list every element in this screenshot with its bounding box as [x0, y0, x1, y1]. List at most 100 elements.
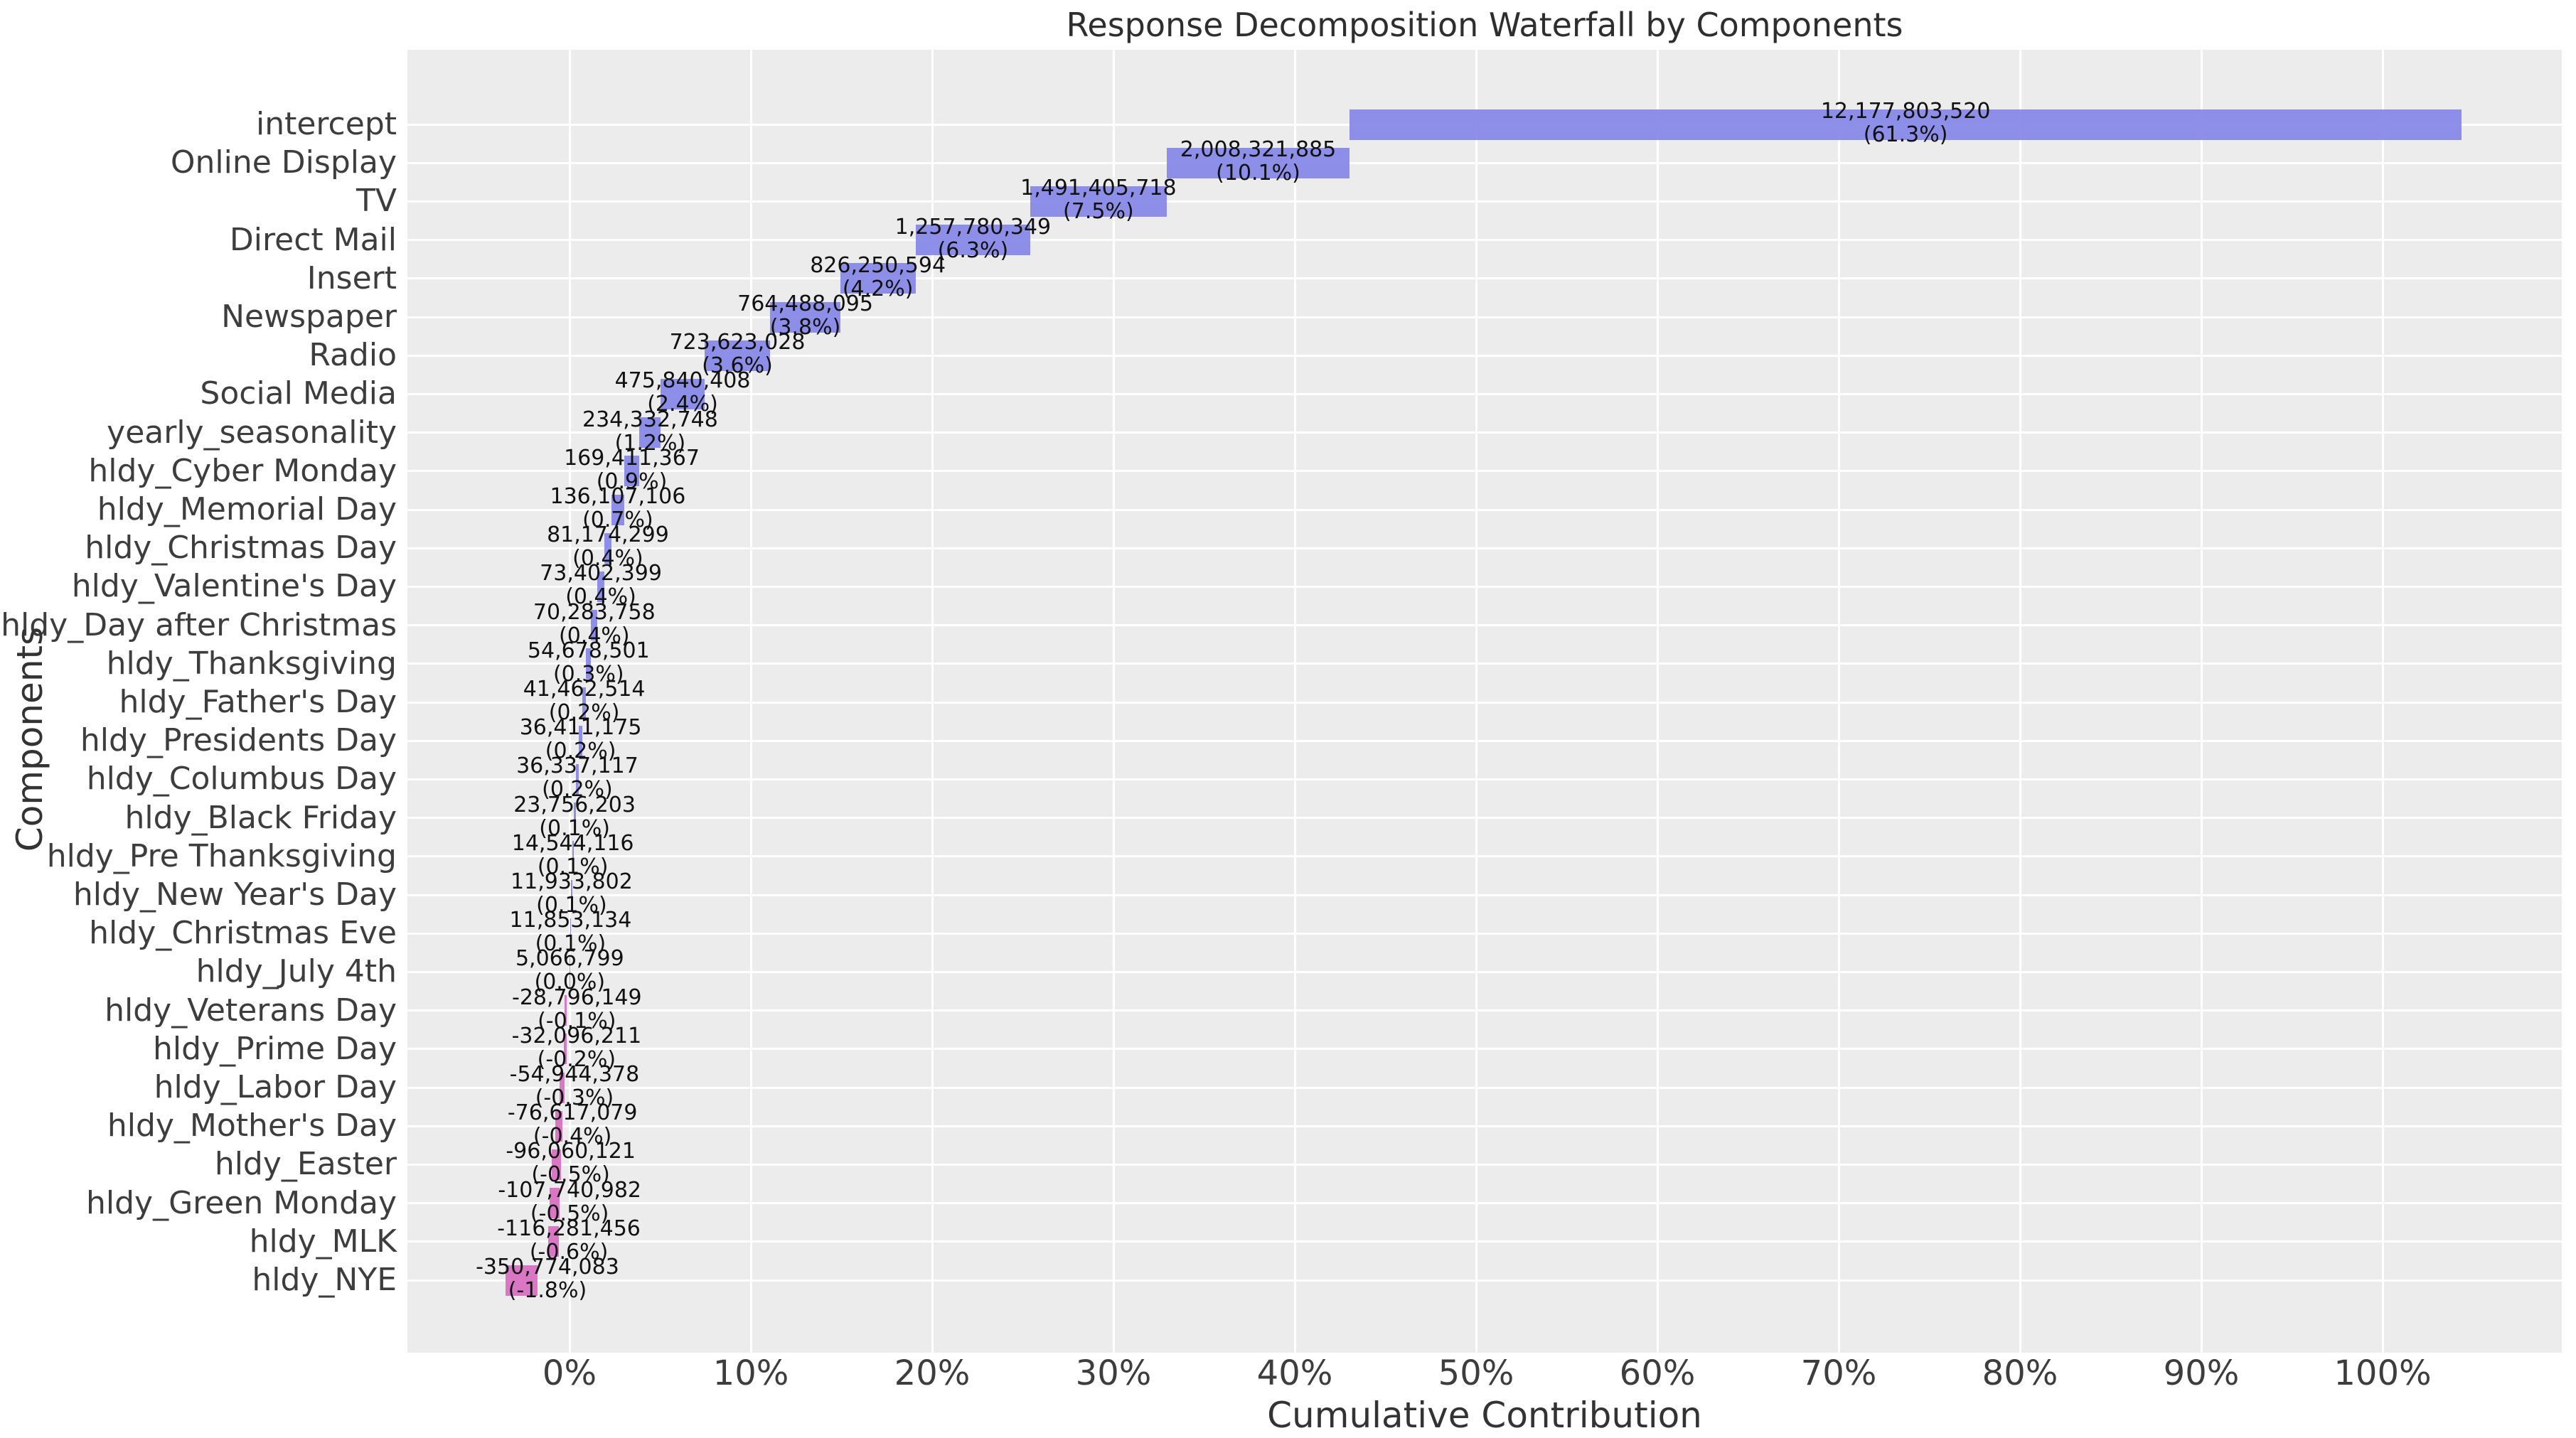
gridline-horizontal: [407, 508, 2562, 511]
bar-percent-text: (-0.3%): [535, 1085, 614, 1110]
bar-percent-text: (0.2%): [542, 777, 613, 803]
bar-value-label: 2,008,321,885 (10.1%): [1180, 138, 1336, 185]
gridline-horizontal: [407, 739, 2562, 742]
waterfall-bar: [704, 340, 771, 371]
bar-value-text: 23,756,203: [513, 792, 636, 817]
gridline-horizontal: [407, 970, 2562, 973]
y-tick-label: hldy_Black Friday: [124, 799, 397, 836]
x-tick-label: 50%: [1438, 1353, 1514, 1393]
waterfall-bar: [661, 378, 705, 409]
bar-value-text: 54,678,501: [527, 638, 650, 663]
bar-value-label: 764,488,095 (3.8%): [737, 292, 873, 339]
gridline-horizontal: [407, 817, 2562, 820]
y-tick-label: hldy_Mother's Day: [107, 1107, 397, 1144]
bar-value-text: 36,337,117: [516, 753, 638, 779]
bar-value-label: -107,740,982 (-0.5%): [498, 1179, 641, 1225]
bar-value-text: 81,174,299: [547, 522, 669, 548]
bar-percent-text: (7.5%): [1063, 199, 1134, 225]
bar-value-text: 475,840,408: [614, 368, 751, 394]
bar-value-label: -76,617,079 (-0.4%): [508, 1101, 638, 1148]
gridline-horizontal: [407, 1125, 2562, 1127]
gridline-horizontal: [407, 894, 2562, 896]
bar-value-label: -96,060,121 (-0.5%): [506, 1139, 636, 1186]
bar-value-label: 11,853,134 (0.1%): [510, 908, 632, 955]
bar-percent-text: (61.3%): [1863, 122, 1948, 147]
bar-value-label: 70,283,758 (0.4%): [533, 601, 656, 648]
chart-title: Response Decomposition Waterfall by Comp…: [1066, 6, 1903, 44]
bar-percent-text: (-0.5%): [530, 1201, 609, 1226]
x-axis-title: Cumulative Contribution: [1267, 1395, 1702, 1436]
bar-value-text: 169,411,367: [564, 445, 700, 471]
bar-value-text: -54,944,378: [509, 1062, 640, 1087]
bar-value-text: 70,283,758: [533, 599, 656, 625]
bar-percent-text: (-0.2%): [537, 1046, 616, 1072]
bar-value-text: 136,107,106: [550, 484, 686, 509]
bar-value-label: -54,944,378 (-0.3%): [510, 1063, 640, 1110]
bar-value-label: 723,623,028 (3.6%): [670, 331, 806, 377]
bar-percent-text: (-0.1%): [538, 1008, 616, 1034]
bar-value-text: -116,281,456: [497, 1216, 641, 1241]
bar-value-label: 169,411,367 (0.9%): [564, 446, 700, 493]
y-tick-label: Insert: [306, 259, 397, 296]
bar-percent-text: (6.3%): [937, 237, 1009, 263]
bar-value-text: 2,008,321,885: [1180, 137, 1337, 163]
y-tick-label: hldy_Cyber Monday: [88, 452, 397, 489]
bar-percent-text: (0.2%): [548, 700, 620, 725]
gridline-horizontal: [407, 354, 2562, 357]
waterfall-bar: [1350, 109, 2462, 140]
bar-value-label: 234,332,748 (1.2%): [582, 408, 718, 455]
bar-percent-text: (3.8%): [769, 315, 841, 340]
bar-percent-text: (0.4%): [559, 623, 630, 648]
x-tick-label: 30%: [1075, 1353, 1152, 1393]
bar-value-text: 764,488,095: [737, 291, 873, 316]
bar-value-label: -116,281,456 (-0.6%): [497, 1217, 641, 1264]
bar-percent-text: (-0.4%): [533, 1124, 612, 1149]
y-tick-label: hldy_Christmas Day: [85, 530, 397, 567]
bar-value-label: -28,796,149 (-0.1%): [512, 986, 642, 1033]
waterfall-bar: [552, 1149, 561, 1180]
y-tick-label: Online Display: [170, 144, 397, 181]
bar-percent-text: (-1.8%): [508, 1278, 587, 1303]
x-tick-label: 20%: [894, 1353, 971, 1393]
bar-value-label: 73,402,399 (0.4%): [540, 562, 662, 608]
bar-value-label: 23,756,203 (0.1%): [513, 793, 636, 840]
gridline-horizontal: [407, 200, 2562, 203]
x-tick-label: 60%: [1619, 1353, 1696, 1393]
bar-value-label: 475,840,408 (2.4%): [615, 369, 751, 416]
bar-percent-text: (4.2%): [842, 276, 914, 301]
bar-value-label: 826,250,594 (4.2%): [810, 254, 946, 301]
bar-value-text: 12,177,803,520: [1820, 99, 1991, 124]
bar-value-label: 1,257,780,349 (6.3%): [895, 215, 1051, 262]
gridline-horizontal: [407, 239, 2562, 242]
gridline-horizontal: [407, 662, 2562, 665]
x-tick-label: 10%: [712, 1353, 789, 1393]
bar-value-label: 5,066,799 (0.0%): [515, 947, 624, 994]
bar-value-label: 36,411,175 (0.2%): [520, 716, 642, 763]
gridline-horizontal: [407, 1240, 2562, 1243]
gridline-horizontal: [407, 1163, 2562, 1166]
bar-percent-text: (1.2%): [614, 430, 686, 456]
waterfall-bar: [1166, 147, 1350, 178]
plot-area: [407, 50, 2562, 1353]
waterfall-bar: [564, 995, 567, 1026]
gridline-horizontal: [407, 932, 2562, 935]
waterfall-bar: [840, 263, 916, 294]
bar-value-text: 11,853,134: [509, 908, 632, 933]
y-tick-label: Social Media: [200, 375, 397, 412]
bar-percent-text: (3.6%): [702, 353, 773, 379]
gridline-horizontal: [407, 1009, 2562, 1012]
y-tick-label: Direct Mail: [229, 221, 397, 258]
waterfall-bar: [550, 1188, 560, 1219]
waterfall-bar: [559, 1072, 565, 1103]
bar-percent-text: (-0.6%): [529, 1239, 609, 1265]
bar-percent-text: (0.3%): [552, 661, 624, 687]
bar-value-text: 36,411,175: [519, 715, 642, 741]
bar-value-text: 1,491,405,718: [1020, 176, 1177, 201]
bar-value-text: 1,257,780,349: [894, 214, 1052, 240]
waterfall-bar: [1030, 186, 1167, 217]
y-tick-label: Radio: [309, 337, 397, 374]
y-tick-label: hldy_Pre Thanksgiving: [46, 837, 397, 874]
y-tick-label: hldy_Columbus Day: [86, 761, 397, 798]
bar-value-label: 1,491,405,718 (7.5%): [1020, 176, 1176, 223]
